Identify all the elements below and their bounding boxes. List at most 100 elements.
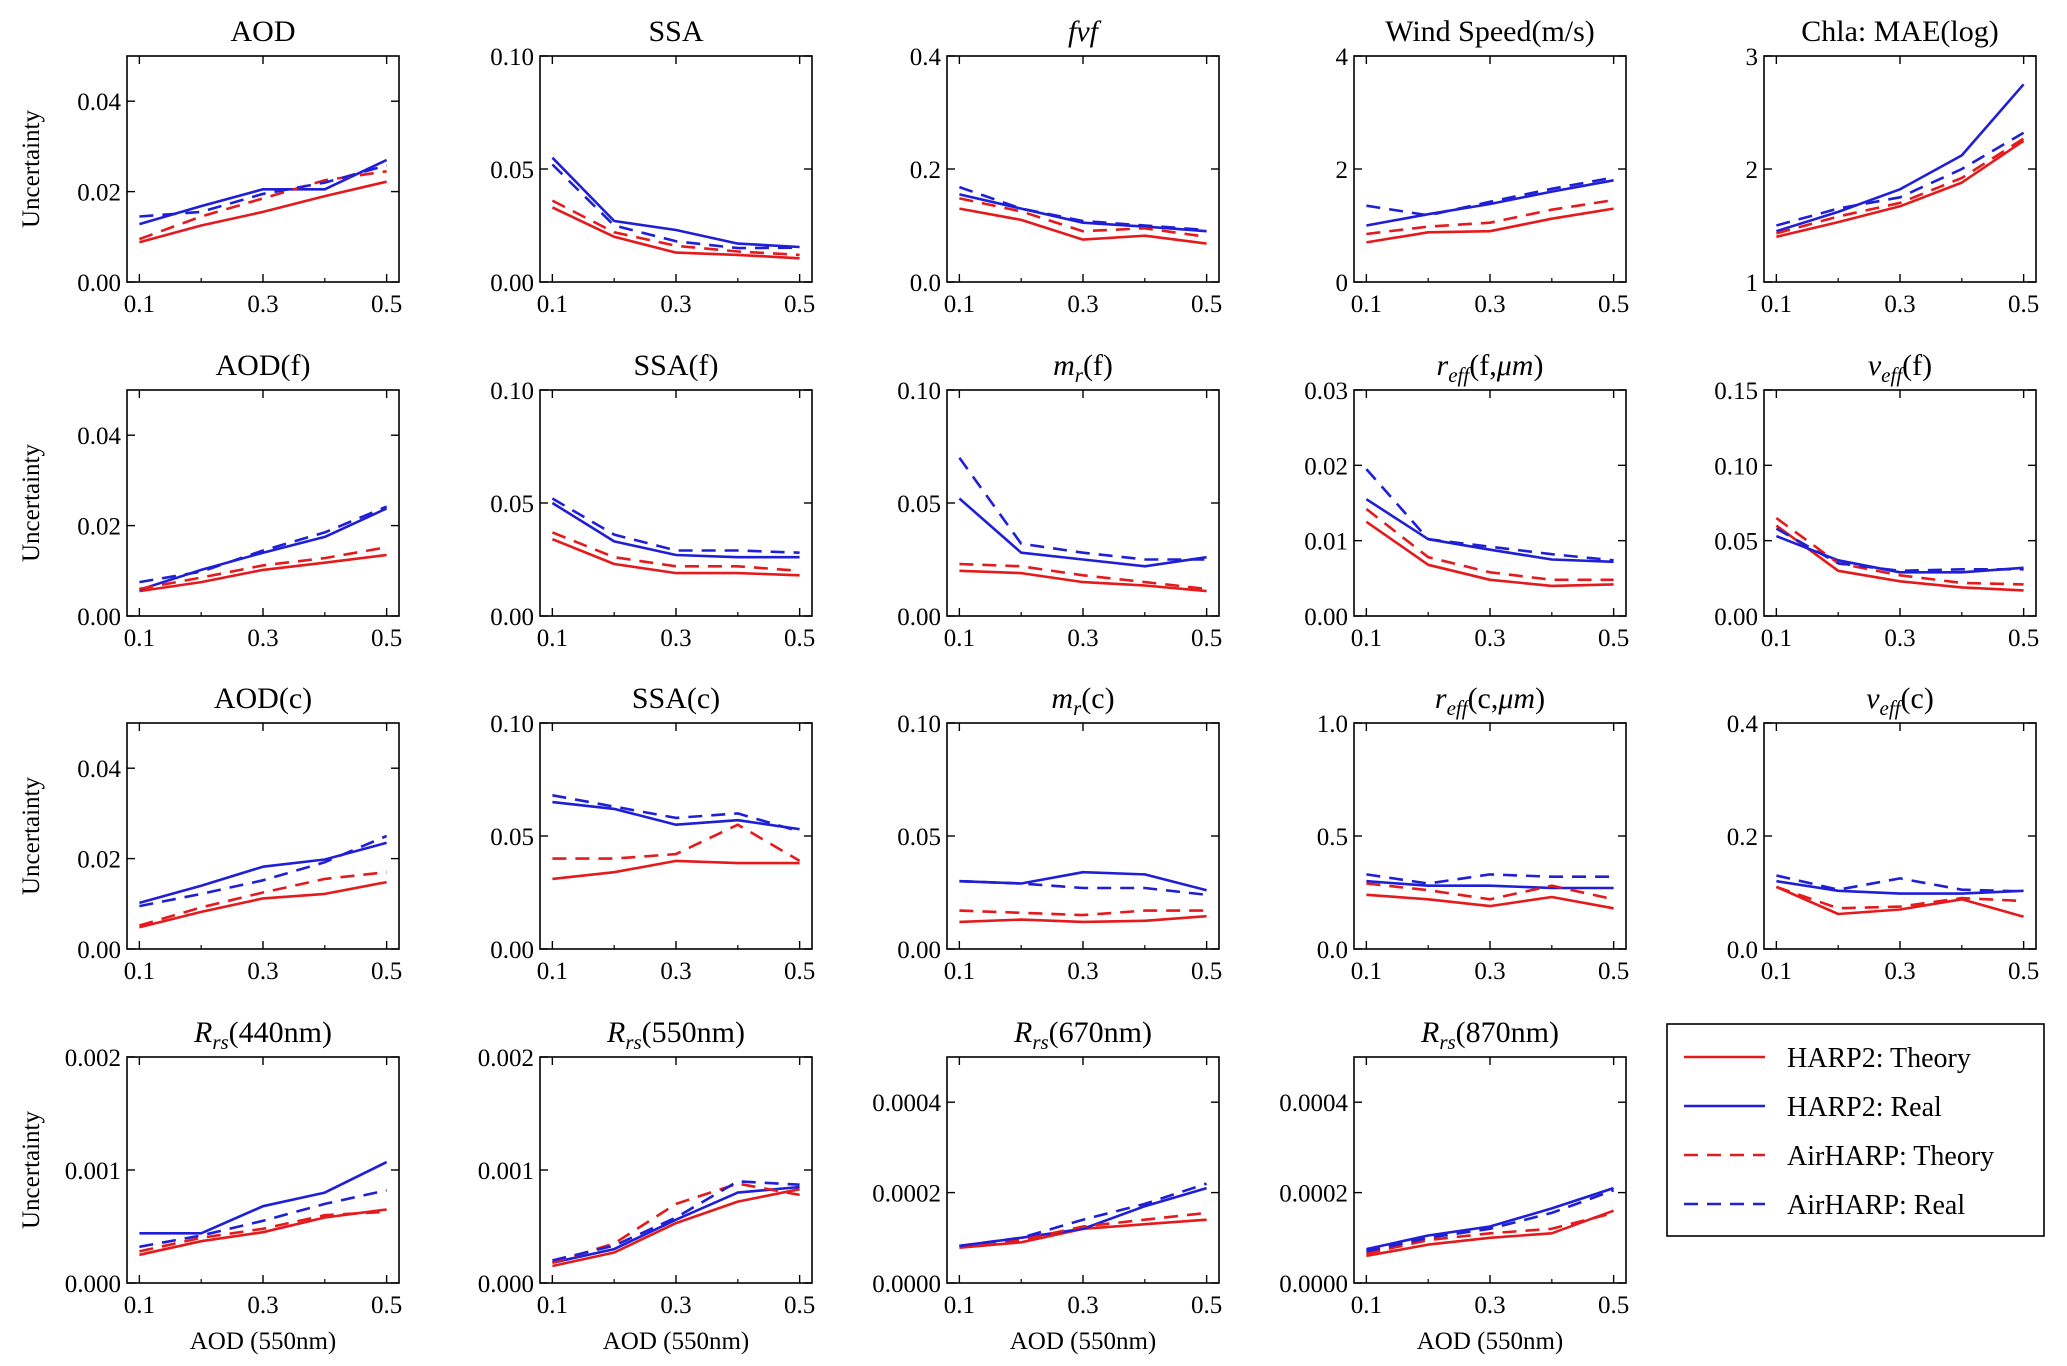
x-tick-label: 0.5 (784, 1292, 815, 1319)
y-tick-label: 0.00 (490, 937, 534, 964)
y-tick-label: 0.00 (897, 604, 941, 631)
series-line (1365, 498, 1614, 564)
x-tick-label: 0.5 (371, 625, 402, 652)
series-line (551, 163, 800, 250)
series-line (959, 197, 1207, 239)
y-tick-label: 0.00 (77, 270, 121, 297)
plot-frame (1353, 722, 1627, 950)
y-tick-label: 0.05 (897, 491, 941, 518)
series-line (959, 909, 1207, 917)
series-line (959, 1182, 1208, 1248)
y-tick-label: 0.2 (1727, 824, 1758, 851)
series-line (139, 1210, 387, 1253)
x-tick-label: 0.3 (1884, 625, 1915, 652)
panel: 0.1 0.3 0.5 0.00 0.01 0.02 0.03 reff(f,μm) (1304, 349, 1629, 652)
y-tick-label: 0.05 (897, 824, 941, 851)
series-line (959, 207, 1207, 245)
x-tick-label: 0.1 (1351, 291, 1382, 318)
x-tick-label: 0.5 (1598, 291, 1629, 318)
x-tick-label: 0.3 (1474, 958, 1505, 985)
series-line (552, 823, 801, 863)
y-axis-label: Uncertainty (18, 110, 45, 229)
x-tick-label: 0.3 (660, 291, 691, 318)
series-line (1776, 131, 2025, 227)
y-tick-label: 0.05 (490, 824, 534, 851)
y-tick-label: 1.0 (1317, 711, 1348, 738)
y-tick-label: 0.00 (490, 604, 534, 631)
x-tick-label: 0.1 (944, 958, 975, 985)
series-line (551, 156, 800, 249)
y-tick-label: 0.0000 (1279, 1271, 1348, 1298)
panel: 0.1 0.3 0.5 0.0000 0.0002 0.0004 Rrs(670nm) AOD… (872, 1016, 1222, 1355)
legend-frame (1666, 1023, 2045, 1237)
plot-frame (539, 55, 813, 283)
y-tick-label: 0.04 (77, 756, 121, 783)
series-line (959, 879, 1207, 897)
x-tick-label: 0.1 (944, 291, 975, 318)
y-tick-label: 0.10 (490, 378, 534, 405)
panel: 0.1 0.3 0.5 0.00 0.05 0.10 0.15 veff(f) (1714, 349, 2039, 652)
legend-label: HARP2: Theory (1787, 1043, 1971, 1074)
y-tick-label: 0.00 (77, 937, 121, 964)
x-tick-label: 0.5 (371, 1292, 402, 1319)
x-tick-label: 0.5 (371, 958, 402, 985)
panel: 0.1 0.3 0.5 0.00 0.02 0.04 AOD(c) Uncertainty (18, 682, 402, 985)
y-tick-label: 0.001 (65, 1158, 121, 1185)
panel-title: mr(c) (1051, 682, 1114, 720)
plot-frame (126, 722, 400, 950)
x-tick-label: 0.1 (537, 958, 568, 985)
plot-frame (539, 389, 813, 617)
series-line (551, 199, 800, 257)
x-tick-label: 0.3 (1474, 1292, 1505, 1319)
y-axis-label: Uncertainty (18, 1111, 45, 1230)
series-line (959, 1186, 1207, 1248)
panel-title: mr(f) (1053, 349, 1113, 387)
y-tick-label: 0.2 (910, 157, 941, 184)
series-line (1366, 198, 1614, 236)
panel: 0.1 0.3 0.5 0.0000 0.0002 0.0004 Rrs(870nm) AOD… (1279, 1016, 1629, 1355)
series-line (552, 859, 800, 881)
series-line (139, 1189, 387, 1249)
y-tick-label: 0.002 (478, 1045, 534, 1072)
x-tick-label: 0.3 (1884, 291, 1915, 318)
y-tick-label: 0.05 (490, 491, 534, 518)
series-line (552, 794, 800, 833)
x-tick-label: 0.5 (784, 625, 815, 652)
series-line (1776, 83, 2025, 233)
y-tick-label: 0.02 (77, 514, 121, 541)
series-line (552, 800, 800, 831)
y-tick-label: 0 (1336, 270, 1349, 297)
y-tick-label: 0.01 (1304, 529, 1348, 556)
y-tick-label: 0.00 (1304, 604, 1348, 631)
series-line (958, 457, 1207, 561)
plot-frame (1353, 1056, 1627, 1284)
y-tick-label: 4 (1336, 44, 1349, 71)
panel-title: reff(f,μm) (1437, 349, 1544, 387)
series-line (552, 1182, 800, 1264)
x-tick-label: 0.5 (1598, 625, 1629, 652)
series-line (1366, 207, 1614, 244)
y-tick-label: 0.0004 (872, 1090, 941, 1117)
series-line (959, 1218, 1207, 1249)
x-tick-label: 0.5 (1598, 1292, 1629, 1319)
x-tick-label: 0.1 (124, 1292, 155, 1319)
y-tick-label: 0.00 (1714, 604, 1758, 631)
x-tick-label: 0.1 (124, 958, 155, 985)
series-line (1366, 882, 1614, 901)
x-tick-label: 0.1 (1761, 958, 1792, 985)
series-line (1775, 517, 2024, 586)
x-axis-label: AOD (550nm) (603, 1328, 750, 1355)
panel-title: veff(c) (1866, 682, 1934, 720)
y-axis-label: Uncertainty (18, 777, 45, 896)
panel-title: Rrs(870nm) (1420, 1016, 1559, 1054)
x-tick-label: 0.3 (1474, 625, 1505, 652)
panel: 0.1 0.3 0.5 0.00 0.05 0.10 mr(c) (897, 682, 1222, 985)
series-line (139, 180, 387, 244)
x-tick-label: 0.1 (537, 1292, 568, 1319)
series-line (552, 1187, 800, 1268)
y-tick-label: 0.0 (1317, 937, 1348, 964)
x-tick-label: 0.3 (660, 958, 691, 985)
series-line (958, 497, 1207, 568)
x-tick-label: 0.3 (1067, 1292, 1098, 1319)
